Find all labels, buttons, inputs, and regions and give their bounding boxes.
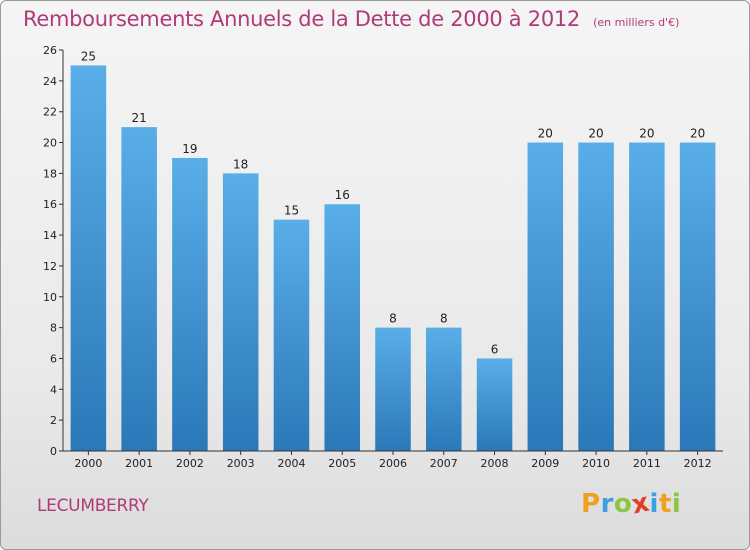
bar-2000 bbox=[70, 65, 107, 451]
x-tick-label: 2000 bbox=[74, 457, 102, 470]
bar-2004 bbox=[273, 219, 310, 451]
y-tick-label: 14 bbox=[43, 229, 57, 242]
bar-value-label: 8 bbox=[389, 312, 397, 326]
x-tick-label: 2008 bbox=[481, 457, 509, 470]
chart-subtitle: (en milliers d'€) bbox=[593, 16, 680, 29]
bar-value-label: 20 bbox=[690, 127, 705, 141]
logo-letter: r bbox=[600, 489, 614, 519]
commune-name: LECUMBERRY bbox=[37, 496, 149, 516]
bars: 25 21 19 18 15 16 8 8 6 20 20 20 20 bbox=[70, 49, 716, 452]
logo-letter: P bbox=[581, 489, 601, 519]
y-tick-label: 22 bbox=[43, 106, 57, 119]
y-tick-label: 8 bbox=[50, 322, 57, 335]
y-tick-label: 24 bbox=[43, 75, 57, 88]
title-row: Remboursements Annuels de la Dette de 20… bbox=[23, 7, 679, 31]
bar-value-label: 20 bbox=[639, 127, 654, 141]
y-tick-label: 16 bbox=[43, 198, 57, 211]
bar-2002 bbox=[172, 157, 208, 451]
bar-value-label: 20 bbox=[538, 127, 553, 141]
bar-2005 bbox=[324, 204, 360, 451]
y-tick-label: 10 bbox=[43, 291, 57, 304]
x-tick-label: 2009 bbox=[531, 457, 559, 470]
bar-value-label: 25 bbox=[81, 49, 96, 63]
bar-2008 bbox=[476, 358, 513, 451]
x-axis: 2000 2001 2002 2003 2004 2005 2006 2007 2008 2009… bbox=[63, 450, 723, 470]
logo-letter: o bbox=[613, 489, 633, 519]
x-tick-label: 2010 bbox=[582, 457, 610, 470]
bar-2001 bbox=[121, 127, 157, 451]
x-tick-label: 2004 bbox=[277, 457, 305, 470]
y-tick-label: 26 bbox=[43, 44, 57, 57]
bar-value-label: 8 bbox=[440, 312, 448, 326]
bar-2007 bbox=[426, 327, 462, 451]
bar-2003 bbox=[222, 173, 259, 451]
x-tick-label: 2003 bbox=[227, 457, 255, 470]
logo-letter: i bbox=[649, 489, 659, 519]
bar-value-label: 15 bbox=[284, 204, 299, 218]
x-tick-label: 2002 bbox=[176, 457, 204, 470]
y-tick-label: 18 bbox=[43, 167, 57, 180]
x-tick-label: 2006 bbox=[379, 457, 407, 470]
x-tick-label: 2007 bbox=[430, 457, 458, 470]
y-tick-label: 20 bbox=[43, 137, 57, 150]
logo-letter: t bbox=[658, 489, 672, 519]
y-tick-label: 2 bbox=[50, 414, 57, 427]
y-tick-label: 6 bbox=[50, 352, 57, 365]
bar-2006 bbox=[375, 327, 411, 451]
x-tick-label: 2011 bbox=[633, 457, 661, 470]
bar-value-label: 16 bbox=[335, 188, 350, 202]
y-tick-label: 4 bbox=[50, 383, 57, 396]
x-tick-label: 2001 bbox=[125, 457, 153, 470]
bar-value-label: 20 bbox=[588, 127, 603, 141]
x-tick-label: 2012 bbox=[684, 457, 712, 470]
y-tick-label: 12 bbox=[43, 260, 57, 273]
bar-value-label: 19 bbox=[182, 142, 197, 156]
y-tick-label: 0 bbox=[50, 445, 57, 458]
bar-value-label: 21 bbox=[132, 111, 147, 125]
x-tick-label: 2005 bbox=[328, 457, 356, 470]
bar-2010 bbox=[578, 142, 614, 452]
bar-2012 bbox=[679, 142, 716, 452]
bar-value-label: 18 bbox=[233, 157, 248, 171]
proxiti-logo[interactable]: Proxiti bbox=[581, 488, 682, 521]
bar-value-label: 6 bbox=[491, 342, 499, 356]
logo-letter: i bbox=[671, 489, 682, 519]
bar-2009 bbox=[527, 142, 564, 452]
bar-2011 bbox=[629, 142, 665, 452]
chart-title: Remboursements Annuels de la Dette de 20… bbox=[23, 7, 580, 31]
